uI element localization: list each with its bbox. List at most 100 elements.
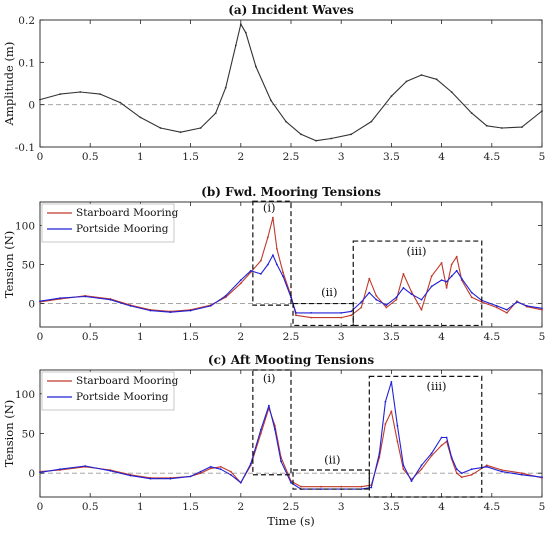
data-point [500,469,503,471]
x-tick-label: 0.5 [82,501,99,513]
data-point [405,80,408,83]
data-point [260,273,262,275]
data-point [460,277,463,280]
data-point [300,133,302,136]
x-tick-label: 3 [338,331,345,343]
data-point [295,312,297,314]
data-point [39,300,41,303]
data-point [521,126,523,128]
y-tick-label: 50 [22,429,35,441]
data-point [189,475,192,478]
data-point [39,98,41,101]
data-point [450,263,453,266]
annotation-label: (i) [263,371,276,385]
legend-entry: Portside Mooring [76,391,169,403]
data-point [506,312,508,314]
x-tick-label: 3 [338,501,345,513]
annotation-label: (ii) [324,453,340,467]
data-point [450,456,453,459]
data-point [229,473,232,476]
x-tick-label: 3.5 [383,151,400,163]
data-point [320,485,322,488]
data-point [430,275,433,278]
data-point [396,440,399,443]
chart-panel-2: (b) Fwd. Mooring Tensions 0 0.5 1 1.5 2 2.5 3 3.… [2,185,545,343]
annotation-label: (i) [263,200,276,214]
x-tick-label: 0.5 [82,331,99,343]
x-tick-label: 2.5 [283,151,300,163]
data-point [330,137,333,140]
data-point [39,471,41,474]
data-point [440,262,443,264]
data-point [440,436,443,439]
data-point [430,452,433,455]
data-point [276,263,278,266]
data-point [169,311,172,314]
series-line-2 [39,381,543,490]
series-points-1 [39,23,543,142]
data-point [199,127,202,129]
data-point [455,472,458,475]
x-tick-label: 4.5 [483,331,500,343]
data-point [280,460,282,463]
data-point [360,301,363,303]
data-point [485,124,488,127]
data-point [410,480,413,482]
legend: Starboard Mooring Portside Mooring [41,371,179,411]
annotation-box [292,302,354,327]
data-point [410,290,413,293]
annotation-box [368,375,483,498]
data-point [435,78,438,81]
data-point [159,127,162,129]
data-point [455,468,458,471]
data-point [282,271,284,274]
data-point [500,127,503,129]
data-point [360,306,363,309]
data-point [375,298,378,301]
data-point [119,101,122,104]
data-point [420,74,423,76]
data-point [199,472,202,475]
data-point [385,306,388,309]
data-point [420,464,423,467]
data-point [169,477,172,480]
x-tick-label: 2 [237,331,244,343]
data-point [485,465,488,468]
data-point [440,279,443,281]
data-point [402,468,405,471]
data-point [59,93,61,95]
data-point [268,404,270,407]
data-point [384,423,387,425]
data-point [199,470,202,473]
data-point [541,308,543,311]
y-tick-label: 0 [28,468,35,480]
data-point [384,400,387,403]
y-axis-label: Amplitude (m) [2,42,16,127]
data-point [239,481,242,484]
series-line-1 [39,23,543,142]
x-tick-label: 4 [438,151,445,163]
data-point [219,468,222,471]
data-point [59,468,61,471]
data-point [315,139,317,142]
data-point [455,269,458,272]
data-point [260,432,262,435]
data-point [84,295,87,298]
data-point [396,424,399,427]
data-point [129,305,132,307]
plot-frame [39,19,543,148]
annotation-box [252,200,292,306]
x-tick-label: 1 [137,331,144,343]
data-point [59,297,61,299]
legend: Starboard Mooring Portside Mooring [41,203,179,243]
data-point [129,474,132,477]
data-point [445,436,448,439]
data-point [370,486,373,489]
data-point [485,464,488,467]
data-point [402,287,405,289]
data-point [430,454,433,457]
data-point [224,86,227,89]
x-tick-label: 4 [438,331,445,343]
legend-box [41,371,175,411]
